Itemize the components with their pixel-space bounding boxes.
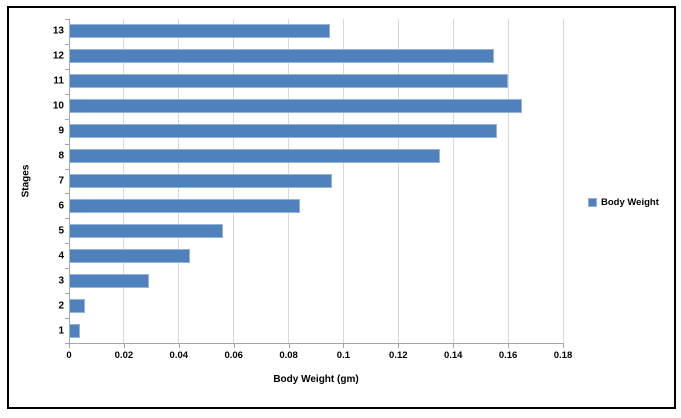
bar-stage-2 xyxy=(69,298,86,313)
x-axis-title: Body Weight (gm) xyxy=(273,374,359,385)
x-tick-mark xyxy=(563,344,564,348)
y-tick-label-7: 7 xyxy=(58,175,64,187)
x-tick-label-0: 0 xyxy=(66,350,72,361)
y-tick-label-11: 11 xyxy=(53,75,64,87)
legend-swatch-icon xyxy=(588,198,597,207)
y-tick-label-8: 8 xyxy=(58,150,64,162)
y-tick-mark xyxy=(65,193,69,195)
y-tick-mark xyxy=(65,143,69,145)
y-tick-mark xyxy=(65,43,69,45)
y-tick-mark xyxy=(65,68,69,70)
y-tick-label-13: 13 xyxy=(52,25,64,37)
x-tick-mark xyxy=(123,344,125,348)
y-tick-mark xyxy=(65,93,69,95)
x-tick-mark xyxy=(508,344,510,348)
legend-label: Body Weight xyxy=(601,197,659,208)
y-tick-label-1: 1 xyxy=(58,325,64,337)
x-tick-mark xyxy=(178,344,180,348)
y-tick-label-5: 5 xyxy=(58,225,64,237)
y-tick-mark xyxy=(65,318,69,320)
y-tick-mark xyxy=(65,343,69,344)
gridline-x-0.16 xyxy=(507,19,509,343)
bar-stage-10 xyxy=(69,99,522,114)
bar-stage-9 xyxy=(69,124,498,139)
bar-stage-1 xyxy=(69,323,80,338)
x-tick-label-0.04: 0.04 xyxy=(169,350,189,361)
bar-stage-12 xyxy=(69,49,495,64)
y-tick-mark xyxy=(65,19,69,20)
x-tick-label-0.1: 0.1 xyxy=(336,350,350,361)
x-tick-label-0.06: 0.06 xyxy=(224,350,243,361)
bar-stage-6 xyxy=(69,198,300,213)
bar-stage-13 xyxy=(69,24,330,39)
bar-stage-11 xyxy=(69,74,509,89)
bar-stage-7 xyxy=(69,174,333,188)
y-tick-mark xyxy=(65,118,69,120)
y-tick-label-10: 10 xyxy=(52,100,64,112)
x-tick-label-0.12: 0.12 xyxy=(389,350,408,361)
x-tick-mark xyxy=(343,344,345,348)
y-tick-label-6: 6 xyxy=(58,200,64,212)
y-tick-label-9: 9 xyxy=(58,125,64,137)
x-tick-label-0.14: 0.14 xyxy=(443,350,463,361)
x-tick-mark xyxy=(288,344,290,348)
y-tick-mark xyxy=(65,218,69,220)
bar-stage-3 xyxy=(69,273,149,288)
plot-area xyxy=(69,19,564,343)
figure-border xyxy=(7,6,676,409)
x-tick-label-0.16: 0.16 xyxy=(498,350,518,361)
x-tick-mark xyxy=(398,344,400,348)
y-tick-mark xyxy=(65,293,69,295)
x-tick-mark xyxy=(69,344,70,348)
y-tick-mark xyxy=(65,243,69,245)
y-axis-title: Stages xyxy=(20,164,32,198)
y-tick-label-2: 2 xyxy=(58,300,64,312)
x-tick-mark xyxy=(453,344,455,348)
gridline-x-0.18 xyxy=(562,19,564,343)
y-tick-label-3: 3 xyxy=(58,275,64,287)
y-tick-label-4: 4 xyxy=(58,250,64,262)
x-tick-label-0.18: 0.18 xyxy=(553,350,573,361)
bar-stage-5 xyxy=(69,223,223,238)
x-axis-line xyxy=(69,343,564,344)
y-tick-mark xyxy=(65,268,69,270)
y-tick-label-12: 12 xyxy=(52,50,64,62)
bar-stage-4 xyxy=(69,248,190,263)
x-tick-label-0.08: 0.08 xyxy=(279,350,298,361)
gridline-x-0.1 xyxy=(342,19,344,343)
x-tick-label-0.02: 0.02 xyxy=(114,350,134,361)
legend: Body Weight xyxy=(588,197,659,208)
gridline-x-0.12 xyxy=(397,19,399,343)
y-tick-mark xyxy=(65,168,69,170)
bar-stage-8 xyxy=(69,149,440,164)
gridline-x-0.14 xyxy=(452,19,454,343)
x-tick-mark xyxy=(233,344,235,348)
